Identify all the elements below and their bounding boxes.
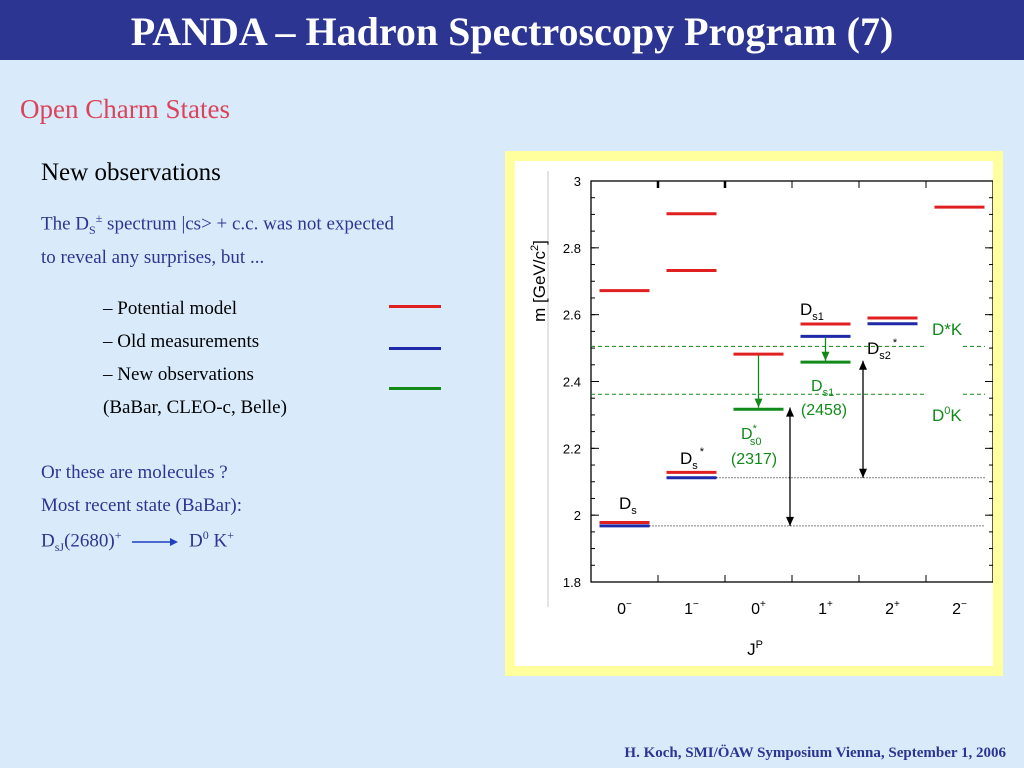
x-axis-label: JP — [747, 639, 763, 659]
y-tick-label: 1.8 — [563, 575, 581, 590]
question-2: Most recent state (BaBar): — [41, 495, 243, 516]
reaction-lhs-sub: sJ — [54, 540, 65, 555]
legend-line-new — [389, 387, 441, 390]
legend-line-old — [389, 347, 441, 350]
gap-arrow-ds1-head-top — [859, 360, 867, 370]
label-ds0-2317: D* s0 — [741, 423, 761, 448]
reaction-arrow-icon — [132, 537, 179, 546]
intro-text: The DS± spectrum |cs> + c.c. was not exp… — [41, 204, 481, 272]
gap-arrow-ds0-head-top — [786, 407, 794, 417]
intro-sup: ± — [95, 211, 103, 225]
reaction-rhs-d-sup: 0 — [202, 528, 209, 542]
threshold-label-d0-k: D0K — [932, 405, 962, 425]
y-tick-label: 2.6 — [563, 308, 581, 323]
intro-sub: S — [89, 223, 96, 238]
title-bar: PANDA – Hadron Spectroscopy Program (7) — [0, 0, 1024, 60]
gap-arrow-ds0-head-bottom — [786, 516, 794, 526]
reaction-lhs-sup: + — [114, 528, 122, 542]
threshold-label-dstar-k: D*K — [932, 320, 963, 339]
legend-line-potential — [389, 305, 441, 308]
legend-label-old: – Old measurements — [103, 331, 260, 352]
x-tick-label: 2+ — [885, 599, 900, 618]
y-tick-label: 2.4 — [563, 375, 581, 390]
x-tick-label: 2− — [952, 599, 967, 618]
y-tick-label: 2.8 — [563, 241, 581, 256]
legend-source: (BaBar, CLEO-c, Belle) — [103, 397, 287, 418]
x-tick-label: 1+ — [818, 599, 833, 618]
legend-label-potential: – Potential model — [103, 298, 238, 319]
y-tick-label: 2.2 — [563, 441, 581, 456]
x-tick-label: 0+ — [751, 599, 766, 618]
y-tick-label: 2 — [574, 508, 581, 523]
label-ds1-2458-mass: (2458) — [801, 402, 847, 419]
legend-label-new: – New observations — [103, 364, 254, 385]
plot-frame: 1.8 2 2.2 2.4 2.6 2.8 3 0− 1− 0+ 1+ 2+ 2− m [GeV/c2]… — [505, 151, 1003, 676]
shift-arrow-ds1-head — [821, 351, 830, 361]
reaction-lhs: D — [41, 530, 55, 552]
reaction-lhs-rest: (2680) — [64, 530, 115, 552]
reaction-rhs-d: D — [189, 530, 203, 552]
intro-line2: to reveal any surprises, but ... — [41, 247, 265, 269]
y-tick-label: 3 — [574, 174, 581, 189]
shift-arrow-ds0-head — [754, 398, 763, 408]
footer: H. Koch, SMI/ÖAW Symposium Vienna, Septe… — [624, 745, 1006, 761]
label-ds2-star: Ds2* — [867, 337, 898, 362]
slide-title: PANDA – Hadron Spectroscopy Program (7) — [130, 9, 894, 54]
section-heading: New observations — [41, 159, 221, 186]
reaction-rhs-k-sup: + — [227, 528, 235, 542]
intro-pre: The D — [41, 213, 90, 235]
decay-reaction: DsJ(2680)+ D0 K+ — [41, 528, 234, 555]
mass-level-chart: 1.8 2 2.2 2.4 2.6 2.8 3 0− 1− 0+ 1+ 2+ 2− m [GeV/c2]… — [529, 171, 994, 659]
chart-annotations — [591, 338, 985, 527]
plot-box — [590, 180, 994, 583]
label-ds1: Ds1 — [800, 300, 824, 323]
label-ds-star: Ds* — [680, 446, 705, 472]
label-ds: Ds — [619, 494, 637, 517]
intro-post: spectrum |cs> + c.c. was not expected — [102, 213, 394, 235]
gap-arrow-ds1-head-bottom — [859, 468, 867, 478]
label-ds0-2317-mass: (2317) — [731, 451, 777, 468]
y-axis-label: m [GeV/c2] — [529, 240, 549, 322]
slide-subtitle: Open Charm States — [20, 94, 230, 124]
x-tick-label: 0− — [617, 599, 632, 618]
label-ds1-2458: Ds1 — [811, 378, 834, 399]
reaction-rhs-k: K — [208, 530, 228, 552]
plot-panel: 1.8 2 2.2 2.4 2.6 2.8 3 0− 1− 0+ 1+ 2+ 2− m [GeV/c2]… — [515, 161, 994, 666]
question-1: Or these are molecules ? — [41, 462, 228, 483]
x-tick-label: 1− — [684, 599, 699, 618]
chart-levels — [599, 205, 985, 528]
